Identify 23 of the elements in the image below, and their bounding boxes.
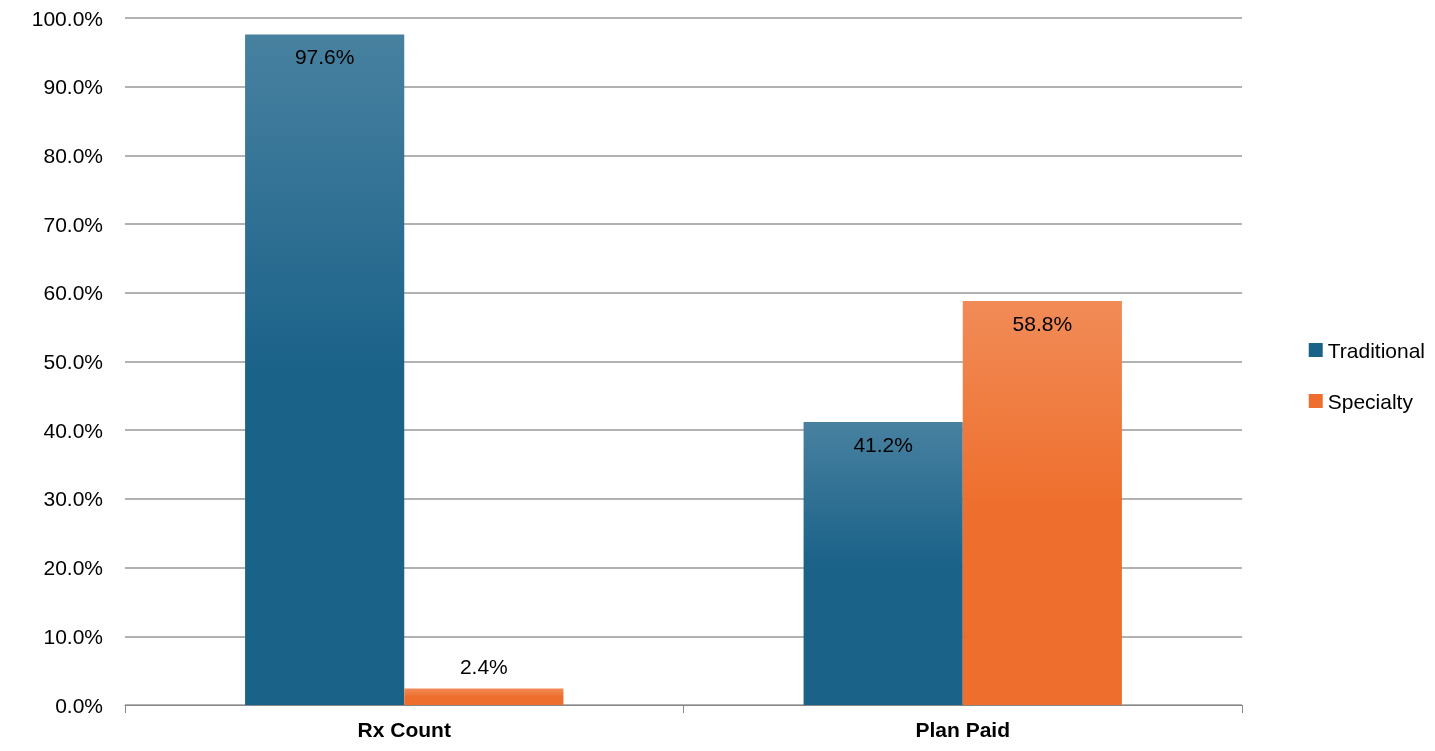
x-tick-label: Plan Paid: [915, 718, 1011, 741]
y-tick-label: 30.0%: [43, 487, 103, 511]
y-tick-label: 0.0%: [55, 693, 103, 717]
y-tick-label: 40.0%: [43, 418, 103, 442]
data-label: 41.2%: [853, 432, 913, 456]
y-tick-label: 80.0%: [43, 143, 103, 167]
bar: [245, 34, 405, 705]
bar: [962, 301, 1122, 705]
bar: [803, 421, 963, 705]
legend-label: Traditional: [1327, 338, 1426, 362]
y-tick-label: 60.0%: [43, 281, 103, 305]
legend-label: Specialty: [1327, 389, 1414, 413]
y-tick-label: 10.0%: [43, 624, 103, 648]
y-tick-label: 90.0%: [43, 75, 103, 99]
data-label: 97.6%: [294, 45, 355, 69]
y-tick-label: 20.0%: [43, 556, 103, 580]
data-label: 58.8%: [1012, 312, 1073, 336]
y-tick-label: 100.0%: [31, 6, 103, 30]
x-tick-label: Rx Count: [357, 718, 451, 741]
bar: [404, 688, 564, 705]
y-tick-label: 70.0%: [43, 212, 103, 236]
data-label: 2.4%: [459, 654, 508, 678]
y-tick-label: 50.0%: [43, 350, 103, 373]
